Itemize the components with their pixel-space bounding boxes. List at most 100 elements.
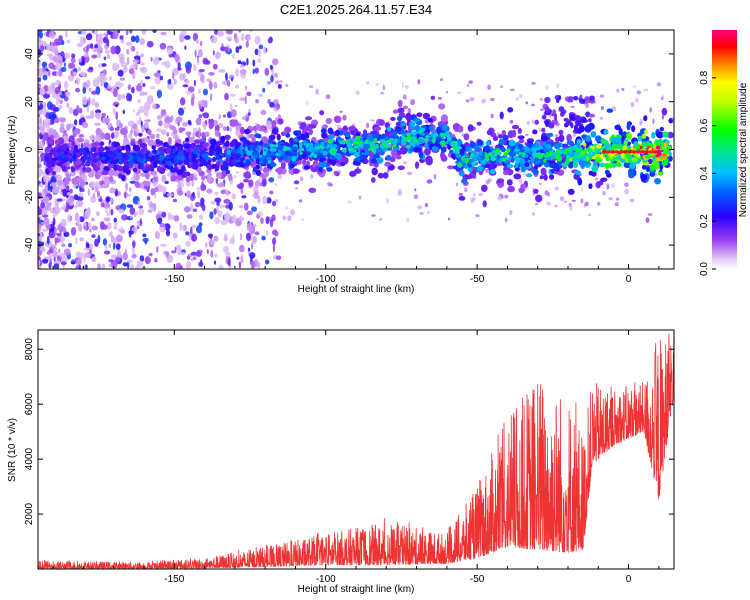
spectrogram-ridge-blob	[132, 167, 138, 173]
spectrogram-noise-blob	[163, 250, 169, 255]
spectrogram-noise-blob	[645, 217, 650, 224]
spectrogram-noise-blob	[182, 84, 189, 88]
spectrogram-noise-blob	[262, 195, 268, 205]
spectrogram-noise-blob	[130, 214, 133, 219]
spectrogram-ridge-blob	[266, 157, 272, 161]
spectrogram-noise-blob	[109, 198, 113, 204]
y-tick-label: 0	[24, 146, 35, 152]
spectrogram-noise-blob	[159, 42, 167, 50]
spectrogram-ridge-blob	[626, 132, 632, 140]
spectrogram-noise-blob	[269, 64, 273, 70]
spectrogram-noise-blob	[258, 177, 263, 183]
spectrogram-noise-blob	[126, 48, 130, 55]
spectrogram-noise-blob	[208, 72, 215, 76]
spectrogram-noise-blob	[183, 106, 186, 111]
spectrogram-ridge-blob	[108, 176, 114, 182]
spectrogram-ridge-blob	[558, 95, 562, 101]
spectrogram-noise-blob	[173, 78, 177, 85]
spectrogram-noise-blob	[481, 98, 486, 104]
spectrogram-noise-blob	[531, 103, 536, 107]
spectrogram-noise-blob	[128, 68, 135, 75]
spectrogram-ridge-blob	[579, 147, 583, 152]
spectrogram-noise-blob	[114, 127, 120, 131]
spectrogram-ridge-blob	[216, 154, 220, 160]
spectrogram-ridge-blob	[504, 160, 510, 165]
spectrogram-ridge-blob	[327, 127, 334, 135]
spectrogram-noise-blob	[39, 109, 44, 115]
spectrogram-ridge-blob	[487, 152, 494, 157]
spectrogram-noise-blob	[212, 50, 215, 56]
spectrogram-noise-blob	[131, 253, 137, 259]
spectrogram-ridge-blob	[271, 120, 277, 128]
spectrogram-ridge-blob	[372, 148, 377, 155]
spectrogram-noise-blob	[82, 96, 88, 106]
spectrogram-ridge-blob	[506, 179, 513, 186]
spectrogram-noise-blob	[69, 215, 73, 221]
spectrogram-noise-blob	[198, 214, 204, 220]
spectrogram-ridge-blob	[457, 156, 462, 161]
spectrogram-ridge-blob	[291, 168, 300, 174]
spectrogram-ridge-blob	[209, 138, 217, 146]
spectrogram-ridge-blob	[432, 132, 439, 138]
spectrogram-ridge-blob	[534, 152, 539, 158]
spectrogram-noise-blob	[74, 205, 78, 209]
spectrogram-noise-blob	[120, 229, 126, 234]
spectrogram-ridge-blob	[185, 156, 190, 161]
spectrogram-noise-blob	[72, 108, 79, 116]
spectrogram-noise-blob	[244, 95, 247, 105]
x-tick-label: -150	[164, 274, 184, 285]
spectrogram-noise-blob	[240, 33, 245, 42]
spectrogram-noise-blob	[213, 235, 219, 242]
spectrogram-noise-blob	[277, 84, 282, 89]
spectrogram-ridge-blob	[533, 188, 539, 194]
spectrogram-ridge-blob	[566, 140, 573, 145]
spectrogram-noise-blob	[115, 104, 118, 108]
spectrogram-ridge-blob	[53, 151, 59, 157]
spectrogram-ridge-blob	[326, 167, 333, 172]
spectrogram-ridge-blob	[66, 147, 70, 152]
y-tick-label: -20	[24, 190, 35, 205]
spectrogram-noise-blob	[59, 252, 66, 258]
spectrogram-ridge-blob	[465, 145, 471, 152]
spectrogram-noise-blob	[190, 226, 193, 234]
spectrogram-noise-blob	[192, 192, 195, 197]
spectrogram-noise-blob	[55, 79, 61, 86]
spectrogram-noise-blob	[140, 79, 143, 85]
spectrogram-ridge-blob	[82, 150, 88, 156]
spectrogram-ridge-blob	[428, 125, 434, 131]
spectrogram-ridge-blob	[412, 136, 416, 141]
spectrogram-ridge-blob	[569, 160, 574, 168]
spectrogram-ridge-blob	[641, 134, 647, 139]
spectrogram-noise-blob	[165, 229, 171, 237]
spectrogram-ridge-blob	[606, 108, 613, 113]
spectrogram-ridge-blob	[618, 128, 623, 136]
spectrogram-ridge-blob	[486, 129, 493, 136]
spectrogram-ridge-blob	[313, 154, 318, 159]
spectrogram-noise-blob	[99, 72, 106, 79]
spectrogram-ridge-blob	[513, 164, 519, 169]
spectrogram-ridge-blob	[543, 174, 548, 181]
spectrogram-noise-blob	[38, 216, 41, 224]
spectrogram-noise-blob	[366, 81, 370, 85]
spectrogram-ridge-blob	[543, 158, 547, 163]
spectrogram-noise-blob	[229, 237, 236, 245]
spectrogram-noise-blob	[83, 225, 88, 231]
spectrogram-noise-blob	[196, 187, 201, 191]
spectrogram-ridge-blob	[464, 165, 469, 169]
spectrogram-ridge-blob	[483, 163, 491, 168]
spectrogram-ridge-blob	[122, 167, 128, 173]
spectrogram-ridge-blob	[532, 129, 538, 135]
spectrogram-noise-blob	[600, 106, 605, 111]
spectrogram-noise-blob	[79, 237, 84, 242]
spectrogram-ridge-blob	[308, 128, 314, 136]
spectrogram-noise-blob	[78, 264, 82, 269]
spectrogram-noise-blob	[106, 53, 110, 60]
spectrogram-noise-blob	[38, 241, 43, 247]
spectrogram-ridge-blob	[489, 168, 496, 175]
spectrogram-ridge-blob	[47, 137, 55, 145]
spectrogram-ridge-blob	[471, 161, 475, 167]
spectrogram-noise-blob	[63, 62, 66, 67]
spectrogram-ridge-blob	[558, 134, 565, 143]
spectrogram-noise-blob	[616, 88, 620, 93]
spectrogram-ridge-blob	[576, 120, 581, 126]
